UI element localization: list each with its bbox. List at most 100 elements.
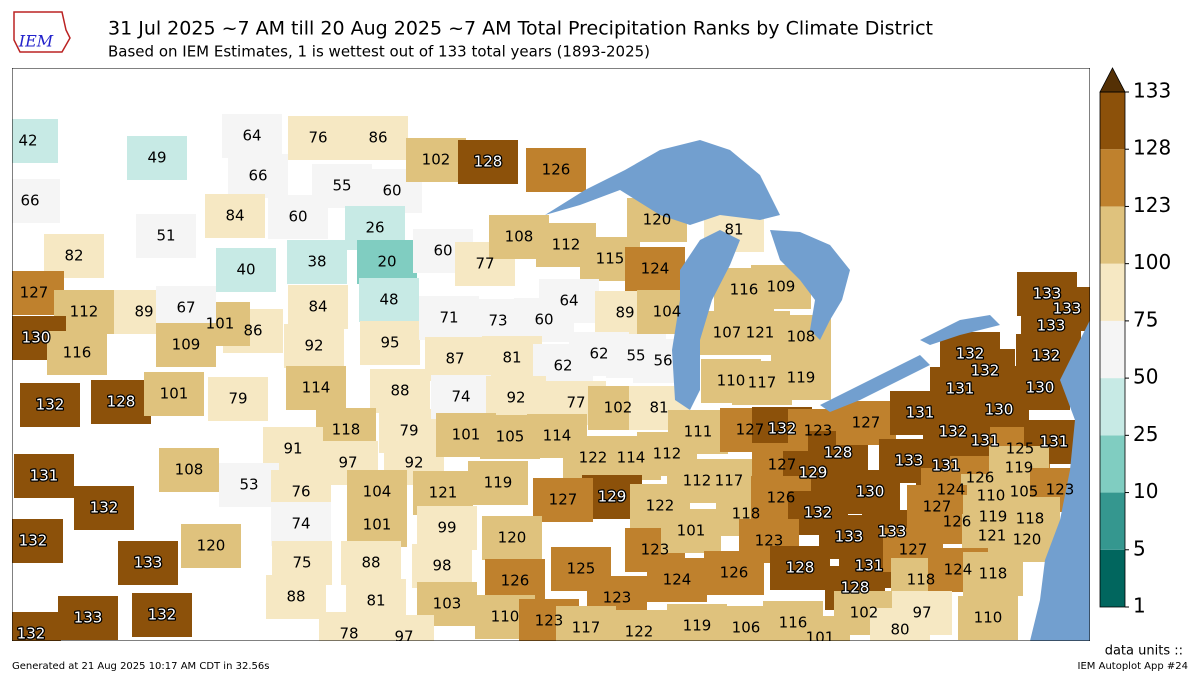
district-tile <box>319 612 379 641</box>
district-tile <box>266 575 326 619</box>
colorbar-frame <box>1099 91 1126 608</box>
district-rank-label: 123 <box>535 612 564 630</box>
district-rank-label: 92 <box>404 454 423 472</box>
district-rank-label: 126 <box>501 572 530 590</box>
district-rank-label: 127 <box>549 491 578 509</box>
district-rank-label: 108 <box>787 328 816 346</box>
district-tile <box>341 541 401 585</box>
district-rank-label: 101 <box>806 629 835 647</box>
district-tile <box>348 116 408 160</box>
district-rank-label: 127 <box>852 414 881 432</box>
district-rank-label: 118 <box>732 505 761 523</box>
colorbar-tick-label: 50 <box>1133 365 1158 389</box>
district-rank-label: 40 <box>236 261 255 279</box>
colorbar-box <box>1100 378 1125 436</box>
district-rank-label: 55 <box>332 177 351 195</box>
district-rank-label: 99 <box>437 519 456 537</box>
district-tile <box>47 331 107 375</box>
district-rank-label: 130 <box>22 329 51 347</box>
district-rank-label: 133 <box>1037 317 1066 335</box>
district-rank-label: 131 <box>971 432 1000 450</box>
district-tile <box>1021 304 1081 348</box>
district-rank-label: 116 <box>779 614 808 632</box>
district-rank-label: 125 <box>567 560 596 578</box>
district-tile <box>360 321 420 365</box>
district-tile <box>136 214 196 258</box>
district-rank-label: 123 <box>804 422 833 440</box>
district-rank-label: 130 <box>856 483 885 501</box>
district-rank-label: 131 <box>946 380 975 398</box>
district-tile <box>647 558 707 602</box>
district-rank-label: 132 <box>804 504 833 522</box>
district-tile <box>14 454 74 498</box>
district-rank-label: 121 <box>429 484 458 502</box>
district-tile <box>271 502 331 546</box>
district-rank-label: 114 <box>302 379 331 397</box>
units-label: data units :: <box>1105 644 1183 659</box>
district-rank-label: 123 <box>603 589 632 607</box>
colorbar-box <box>1100 549 1125 607</box>
district-rank-label: 101 <box>363 516 392 534</box>
district-rank-label: 128 <box>841 579 870 597</box>
district-rank-label: 115 <box>596 250 625 268</box>
district-tile <box>156 323 216 367</box>
district-rank-label: 123 <box>641 541 670 559</box>
district-rank-label: 110 <box>717 372 746 390</box>
district-rank-label: 132 <box>956 345 985 363</box>
district-tile <box>963 552 1023 596</box>
district-rank-label: 76 <box>291 483 310 501</box>
district-tile <box>156 286 216 330</box>
district-rank-label: 97 <box>912 604 931 622</box>
district-tile <box>609 610 669 641</box>
map: 42 49 66 51 82 64 76 86 66 55 60 84 60 26 40 38 20 48 84 86… <box>12 68 1090 647</box>
district-tile <box>219 463 279 507</box>
district-rank-label: 127 <box>923 498 952 516</box>
district-rank-label: 112 <box>653 445 682 463</box>
district-rank-label: 123 <box>755 532 784 550</box>
title: 31 Jul 2025 ~7 AM till 20 Aug 2025 ~7 AM… <box>108 18 933 40</box>
district-rank-label: 86 <box>243 322 262 340</box>
district-tile <box>228 154 288 198</box>
district-rank-label: 49 <box>147 149 166 167</box>
district-rank-label: 101 <box>452 426 481 444</box>
district-tile <box>12 519 63 563</box>
district-rank-label: 131 <box>855 557 884 575</box>
footer-app: IEM Autoplot App #24 <box>1078 661 1188 672</box>
district-tile <box>526 148 586 192</box>
district-rank-label: 74 <box>291 515 310 533</box>
district-rank-label: 84 <box>308 298 327 316</box>
district-tile <box>284 324 344 368</box>
district-tile <box>958 596 1018 640</box>
district-rank-label: 60 <box>288 208 307 226</box>
colorbar-tick-label: 128 <box>1133 136 1171 160</box>
district-tile <box>482 336 542 380</box>
district-rank-label: 62 <box>589 345 608 363</box>
district-rank-label: 126 <box>542 161 571 179</box>
district-rank-label: 124 <box>663 571 692 589</box>
colorbar-box <box>1100 263 1125 321</box>
district-rank-label: 76 <box>308 129 327 147</box>
district-rank-label: 117 <box>572 619 601 637</box>
district-rank-label: 60 <box>382 182 401 200</box>
district-rank-label: 106 <box>732 619 761 637</box>
district-rank-label: 98 <box>432 557 451 575</box>
district-tile <box>770 546 830 590</box>
district-tile <box>539 279 599 323</box>
lake-michigan <box>672 230 740 410</box>
district-rank-label: 88 <box>361 554 380 572</box>
district-tile <box>286 366 346 410</box>
district-rank-label: 105 <box>1010 483 1039 501</box>
district-tile <box>208 377 268 421</box>
district-rank-label: 67 <box>176 299 195 317</box>
district-tile <box>836 401 896 445</box>
district-tile <box>357 240 417 284</box>
district-rank-label: 74 <box>451 388 470 406</box>
lake-erie <box>820 355 930 412</box>
district-tile <box>268 195 328 239</box>
district-rank-label: 102 <box>422 151 451 169</box>
district-rank-label: 131 <box>906 404 935 422</box>
district-tile <box>482 516 542 560</box>
district-rank-label: 126 <box>966 469 995 487</box>
colorbar-tick-label: 75 <box>1133 307 1158 331</box>
